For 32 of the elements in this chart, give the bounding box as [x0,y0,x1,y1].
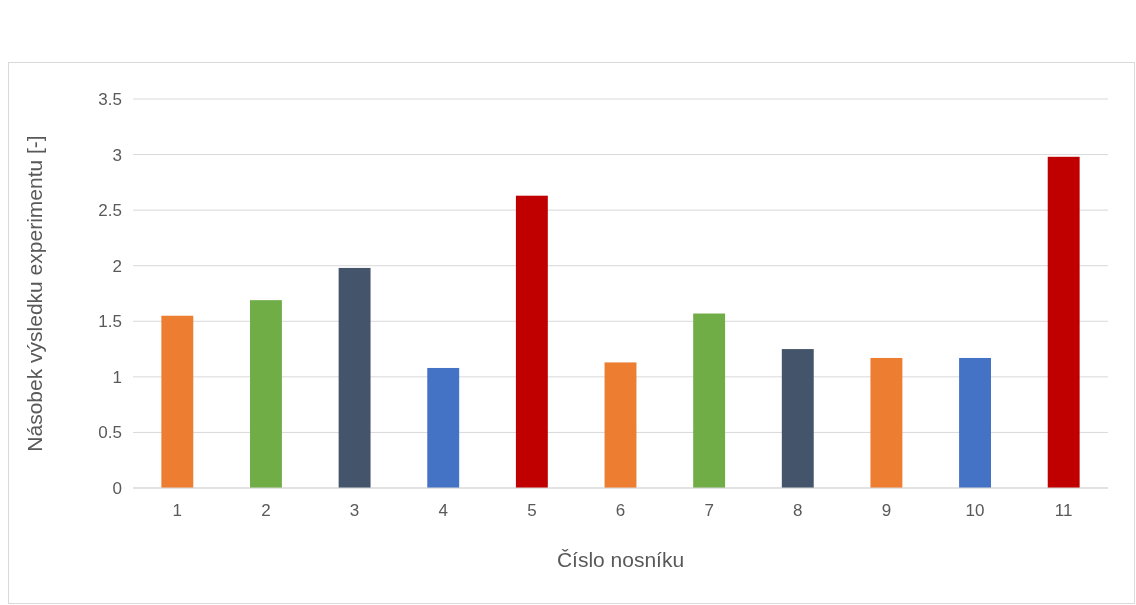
x-tick-label: 5 [527,501,537,521]
y-tick-label: 1.5 [98,312,122,332]
bar [781,349,814,488]
y-tick-label: 2 [112,256,122,276]
bar [959,357,991,488]
x-tick-label: 6 [615,501,626,521]
x-tick-label: 9 [881,501,892,521]
x-tick-label: 7 [704,501,714,521]
bar [604,362,637,488]
bar [338,267,371,488]
x-axis-title: Číslo nosníku [556,548,685,571]
y-tick-label: 0 [112,478,122,498]
x-tick-label: 4 [438,501,448,521]
x-tick-label: 1 [172,501,183,521]
bar [515,195,548,488]
y-tick-label: 1 [112,367,122,387]
bar [161,315,194,488]
bar [250,300,282,488]
y-tick-label: 2.5 [98,201,122,221]
bar [427,367,460,488]
y-tick-label: 3.5 [98,89,122,109]
y-tick-label: 0.5 [98,423,122,443]
y-axis-title: Násobek výsledku experimentu [-] [23,135,46,452]
x-tick-label: 3 [349,501,360,521]
x-tick-label: 2 [261,501,271,521]
bar [693,313,726,488]
x-tick-label: 11 [1054,501,1073,521]
x-tick-label: 8 [793,501,803,521]
y-tick-label: 3 [112,145,122,165]
x-tick-label: 10 [965,501,985,521]
bar [870,357,903,488]
bar [1047,156,1080,488]
